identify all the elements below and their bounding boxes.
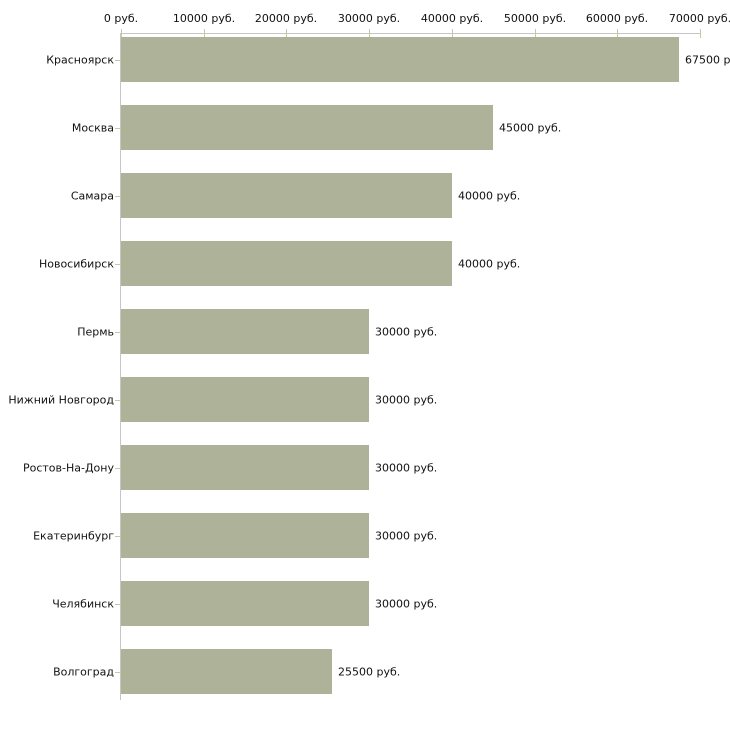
- value-label: 40000 руб.: [458, 189, 521, 202]
- y-axis-tick: [115, 468, 121, 469]
- bar: [121, 513, 369, 558]
- x-axis-tick-label: 0 руб.: [103, 12, 139, 25]
- y-axis-tick: [115, 264, 121, 265]
- x-axis-tick: [121, 29, 122, 38]
- x-axis-tick: [204, 29, 205, 38]
- category-label: Пермь: [77, 325, 114, 338]
- bar: [121, 581, 369, 626]
- y-axis-tick: [115, 128, 121, 129]
- category-label: Екатеринбург: [33, 529, 114, 542]
- value-label: 30000 руб.: [375, 461, 438, 474]
- value-label: 30000 руб.: [375, 529, 438, 542]
- x-axis-tick: [700, 29, 701, 38]
- category-label: Нижний Новгород: [8, 393, 114, 406]
- x-axis-tick-label: 10000 руб.: [172, 12, 236, 25]
- x-axis-tick: [617, 29, 618, 38]
- y-axis-tick: [115, 536, 121, 537]
- bar: [121, 241, 452, 286]
- y-axis-tick: [115, 672, 121, 673]
- bar: [121, 649, 332, 694]
- category-label: Волгоград: [53, 665, 114, 678]
- value-label: 67500 руб.: [685, 53, 730, 66]
- x-axis-tick-label: 60000 руб.: [585, 12, 649, 25]
- category-label: Красноярск: [46, 53, 114, 66]
- bar: [121, 105, 493, 150]
- y-axis-tick: [115, 196, 121, 197]
- value-label: 25500 руб.: [338, 665, 401, 678]
- x-axis-tick-label: 50000 руб.: [503, 12, 567, 25]
- category-label: Ростов-На-Дону: [22, 461, 114, 474]
- y-axis-tick: [115, 332, 121, 333]
- bar: [121, 173, 452, 218]
- bar: [121, 377, 369, 422]
- category-label: Челябинск: [52, 597, 114, 610]
- value-label: 30000 руб.: [375, 393, 438, 406]
- value-label: 30000 руб.: [375, 325, 438, 338]
- bar: [121, 309, 369, 354]
- x-axis-line: [120, 33, 700, 34]
- y-axis-tick: [115, 60, 121, 61]
- value-label: 45000 руб.: [499, 121, 562, 134]
- bar: [121, 37, 679, 82]
- x-axis-tick: [535, 29, 536, 38]
- category-label: Новосибирск: [38, 257, 114, 270]
- x-axis-tick-label: 30000 руб.: [337, 12, 401, 25]
- x-axis-tick: [286, 29, 287, 38]
- y-axis-line: [120, 33, 121, 700]
- x-axis-tick: [369, 29, 370, 38]
- category-label: Москва: [71, 121, 114, 134]
- x-axis-tick-label: 40000 руб.: [420, 12, 484, 25]
- x-axis-tick-label: 20000 руб.: [254, 12, 318, 25]
- x-axis-tick: [452, 29, 453, 38]
- category-label: Самара: [70, 189, 114, 202]
- y-axis-tick: [115, 604, 121, 605]
- x-axis-tick-label: 70000 руб.: [668, 12, 730, 25]
- value-label: 40000 руб.: [458, 257, 521, 270]
- y-axis-tick: [115, 400, 121, 401]
- value-label: 30000 руб.: [375, 597, 438, 610]
- bar: [121, 445, 369, 490]
